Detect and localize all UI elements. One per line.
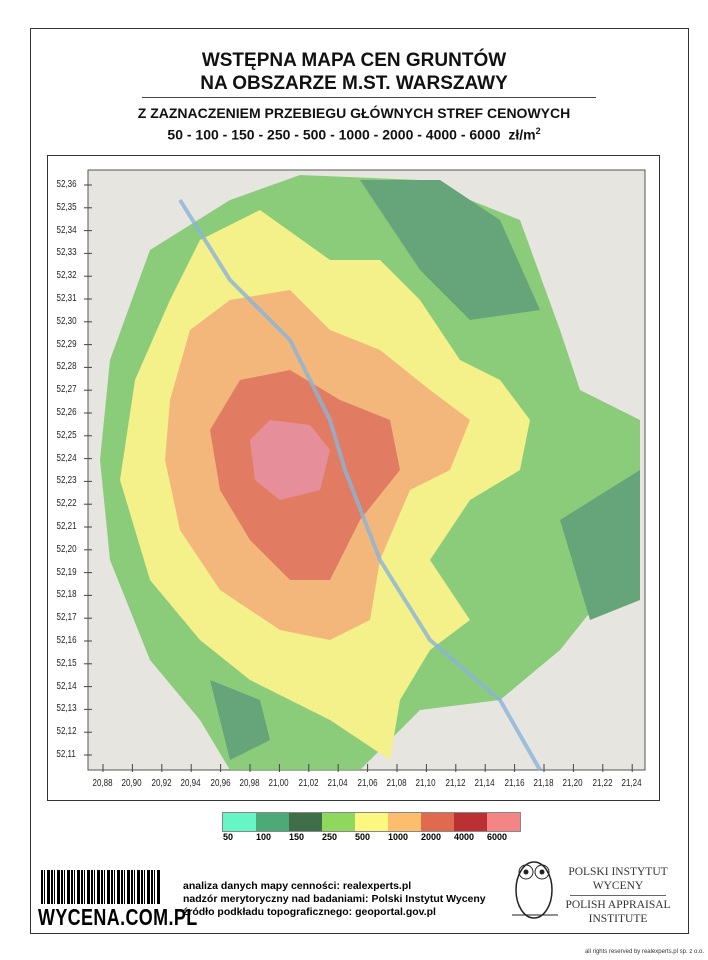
unit-superscript: 2 <box>535 126 541 136</box>
title-divider <box>142 97 596 98</box>
y-tick-label: 52,16 <box>56 635 77 646</box>
subtitle-line1: Z ZAZNACZENIEM PRZEBIEGU GŁÓWNYCH STREF … <box>137 105 571 121</box>
x-tick-label: 20,94 <box>180 778 201 789</box>
y-tick-label: 52,31 <box>56 293 77 304</box>
y-tick-label: 52,12 <box>56 726 77 738</box>
institute-divider <box>570 895 666 896</box>
legend-swatch <box>454 813 487 831</box>
axis-ticks <box>84 184 633 772</box>
title-line2: NA OBSZARZE M.ST. WARSZAWY <box>200 73 508 94</box>
legend-label: 50 <box>223 832 234 842</box>
x-tick-label: 20,98 <box>239 778 260 789</box>
subtitle-line2: 50 - 100 - 150 - 250 - 500 - 1000 - 2000… <box>0 126 708 143</box>
x-tick-label: 20,92 <box>151 778 172 789</box>
y-tick-label: 52,24 <box>56 452 77 464</box>
x-tick-label: 21,06 <box>357 778 378 789</box>
credit-line: analiza danych mapy cenności: realexpert… <box>183 880 412 892</box>
y-tick-label: 52,34 <box>56 224 77 236</box>
legend-label: 4000 <box>454 832 475 842</box>
x-tick-label: 20,90 <box>121 778 142 789</box>
brand-name: WYCENA.COM.PL <box>38 904 198 930</box>
vistula-river <box>178 198 542 771</box>
map-border <box>87 169 646 771</box>
legend <box>222 812 521 832</box>
x-tick-label: 21,18 <box>533 778 554 789</box>
legend-swatch <box>289 813 322 831</box>
y-tick-label: 52,23 <box>56 475 77 487</box>
x-tick-label: 21,24 <box>621 778 642 789</box>
x-tick-label: 20,96 <box>210 778 231 789</box>
legend-label: 1000 <box>388 832 409 842</box>
legend-swatch <box>388 813 421 831</box>
unit: zł/m <box>508 126 536 143</box>
legend-swatch <box>256 813 289 831</box>
y-tick-label: 52,20 <box>56 543 77 555</box>
x-tick-label: 21,12 <box>445 778 466 789</box>
legend-label: 500 <box>355 832 371 842</box>
x-tick-label: 21,04 <box>327 778 348 789</box>
y-tick-label: 52,29 <box>56 338 77 350</box>
legend-label: 100 <box>256 832 272 842</box>
y-tick-label: 52,36 <box>56 179 77 190</box>
zone-darkgreen <box>210 180 640 760</box>
y-tick-label: 52,33 <box>56 247 77 259</box>
y-tick-label: 52,19 <box>56 566 77 578</box>
copyright: all rights reserved by realexperts.pl sp… <box>584 949 704 955</box>
y-tick-label: 52,25 <box>56 429 77 441</box>
x-tick-label: 21,20 <box>562 778 583 789</box>
y-tick-label: 52,13 <box>56 703 77 715</box>
x-tick-label: 21,02 <box>298 778 319 789</box>
x-tick-label: 21,16 <box>504 778 525 789</box>
legend-swatch <box>322 813 355 831</box>
y-tick-label: 52,27 <box>56 384 77 396</box>
y-tick-label: 52,11 <box>56 749 76 760</box>
y-tick-label: 52,28 <box>56 361 77 373</box>
zone-pink <box>250 420 330 500</box>
legend-swatch <box>223 813 256 831</box>
legend-label: 6000 <box>487 832 508 842</box>
y-tick-label: 52,30 <box>56 315 77 327</box>
legend-label: 250 <box>322 832 338 842</box>
legend-swatch <box>487 813 520 831</box>
y-tick-label: 52,18 <box>56 589 77 601</box>
y-tick-label: 52,17 <box>56 612 77 624</box>
y-tick-label: 52,15 <box>56 657 77 669</box>
title-line1: WSTĘPNA MAPA CEN GRUNTÓW <box>201 50 507 71</box>
credit-line: źródło podkładu topograficznego: geoport… <box>183 906 436 918</box>
x-tick-label: 21,14 <box>474 778 495 789</box>
x-tick-label: 21,00 <box>268 778 289 789</box>
x-tick-label: 20,88 <box>92 778 113 789</box>
y-tick-label: 52,22 <box>56 498 77 510</box>
y-tick-label: 52,21 <box>56 521 77 532</box>
credits: analiza danych mapy cenności: realexpert… <box>183 880 486 919</box>
price-levels: 50 - 100 - 150 - 250 - 500 - 1000 - 2000… <box>167 126 501 143</box>
poster-frame <box>30 28 689 934</box>
legend-swatch <box>421 813 454 831</box>
y-tick-label: 52,35 <box>56 201 77 213</box>
x-tick-label: 21,10 <box>415 778 436 789</box>
map-frame <box>47 155 660 801</box>
barcode-logo <box>41 870 161 904</box>
y-tick-label: 52,14 <box>56 680 77 692</box>
y-tick-label: 52,26 <box>56 407 77 418</box>
institute-en1: POLISH APPRAISAL <box>565 899 671 911</box>
credit-line: nadzór merytoryczny nad badaniami: Polsk… <box>183 893 486 905</box>
x-tick-label: 21,22 <box>592 778 613 789</box>
institute-pl1: POLSKI INSTYTUT <box>568 866 668 878</box>
legend-label: 2000 <box>421 832 442 842</box>
legend-label: 150 <box>289 832 305 842</box>
institute-en2: INSTITUTE <box>588 913 648 925</box>
legend-swatch <box>355 813 388 831</box>
institute-pl2: WYCENY <box>592 880 644 892</box>
x-tick-label: 21,08 <box>386 778 407 789</box>
y-tick-label: 52,32 <box>56 270 77 282</box>
